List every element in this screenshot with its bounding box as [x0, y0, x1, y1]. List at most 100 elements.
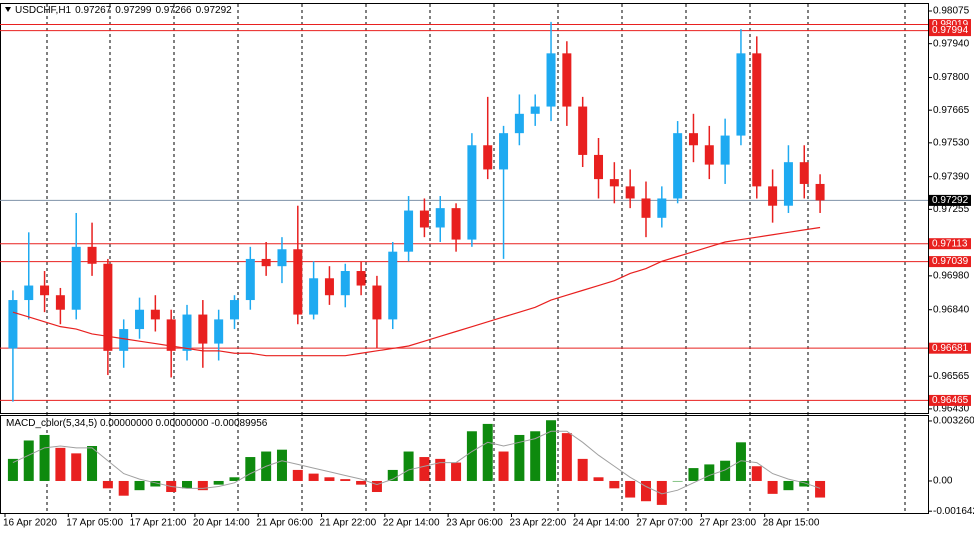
candle-body [609, 179, 619, 187]
candle-body [293, 249, 303, 315]
main-panel-border [0, 3, 929, 414]
x-tick-label: 21 Apr 06:00 [256, 518, 313, 529]
header-value: 0.97267 [75, 5, 112, 16]
x-tick-label: 28 Apr 15:00 [763, 518, 820, 529]
x-tick-label: 27 Apr 23:00 [699, 518, 756, 529]
candle-body [483, 145, 493, 170]
macd-bar [7, 458, 18, 481]
macd-header: MACD_color(5,34,5) 0.00000000 0.00000000… [6, 418, 268, 429]
macd-bar [87, 446, 98, 481]
candle-body [451, 208, 461, 240]
macd-bar [514, 434, 525, 481]
symbol: USDCHF,H1 [15, 5, 72, 16]
x-tick-label: 21 Apr 22:00 [320, 518, 377, 529]
candle-body [546, 53, 556, 107]
level-label-box [929, 394, 971, 406]
macd-bar [735, 442, 746, 481]
candle-body [641, 198, 651, 218]
macd-bar [308, 473, 319, 481]
macd-bar [625, 480, 636, 498]
x-tick-label: 27 Apr 07:00 [636, 518, 693, 529]
macd-bar [815, 480, 826, 498]
candle-body [87, 246, 97, 264]
header-value: 0.97266 [155, 5, 192, 16]
y-tick-label: 0.96430 [933, 404, 970, 415]
indicator-values: 0.00000000 0.00000000 -0.00089956 [100, 418, 268, 429]
candle-body [277, 249, 287, 267]
candle-body [119, 329, 129, 351]
candle-body [768, 186, 778, 206]
candle-body [594, 154, 604, 180]
candle-body [815, 183, 825, 201]
macd-bar [340, 479, 351, 481]
macd-bar [799, 480, 810, 487]
candle-body [657, 198, 667, 218]
candle-body [372, 285, 382, 320]
candle-body [356, 271, 366, 286]
y-tick-label: 0.00 [933, 476, 953, 487]
macd-bar [593, 477, 604, 481]
chart-header: USDCHF,H1 0.97267 0.97299 0.97266 0.97292 [15, 5, 232, 16]
macd-bar [403, 451, 414, 481]
candle-body [40, 285, 50, 296]
y-tick-label: 0.96565 [933, 371, 970, 382]
macd-bar [419, 457, 430, 481]
candle-body [404, 210, 414, 252]
candle-body [71, 246, 81, 310]
level-label-box [929, 19, 971, 31]
level-label: 0.96465 [932, 395, 969, 406]
level-label: 0.97039 [932, 256, 969, 267]
candle-body [783, 162, 793, 206]
macd-bar [609, 480, 620, 489]
candle-body [688, 133, 698, 146]
level-label: 0.96681 [932, 343, 969, 354]
menu-triangle[interactable] [5, 7, 11, 12]
candle-body [309, 278, 319, 315]
level-label: 0.98019 [932, 19, 969, 30]
macd-bar [451, 462, 462, 481]
candle-body [198, 314, 208, 344]
macd-bar [640, 480, 651, 502]
macd-bar [292, 469, 303, 481]
macd-bar [577, 458, 588, 481]
y-tick-label: 0.97665 [933, 105, 970, 116]
macd-bar [704, 464, 715, 481]
macd-bar [71, 453, 82, 481]
macd-bar [150, 480, 161, 487]
candle-body [261, 258, 271, 267]
macd-bar [546, 420, 557, 481]
x-tick-label: 24 Apr 14:00 [573, 518, 630, 529]
macd-bar [23, 440, 34, 481]
candle-body [704, 145, 714, 165]
macd-bar [720, 460, 731, 481]
y-tick-label: 0.97530 [933, 137, 970, 148]
candle-body [324, 278, 334, 296]
x-tick-label: 17 Apr 21:00 [130, 518, 187, 529]
macd-bar [134, 480, 145, 491]
level-label-box [929, 342, 971, 354]
candle-body [24, 285, 34, 301]
macd-panel-border [0, 415, 929, 514]
candle-body [166, 319, 176, 351]
candle-body [103, 263, 113, 351]
y-tick-label: 0.96980 [933, 271, 970, 282]
macd-bar [39, 434, 50, 481]
x-tick-label: 20 Apr 14:00 [193, 518, 250, 529]
macd-bar [688, 468, 699, 481]
candle-body [720, 135, 730, 165]
signal-line [12, 430, 821, 495]
candle-body [214, 319, 224, 344]
macd-bar [213, 480, 224, 485]
current-price-box [929, 194, 971, 206]
candle-body [8, 300, 18, 349]
macd-bar [197, 480, 208, 491]
level-label: 0.97113 [932, 238, 968, 249]
x-tick-label: 17 Apr 05:00 [66, 518, 123, 529]
candle-body [150, 309, 160, 320]
y-tick-label: 0.97940 [933, 38, 970, 49]
y-tick-label: 0.98075 [933, 6, 970, 17]
macd-bar [751, 466, 762, 481]
candle-body [562, 53, 572, 107]
candle-body [135, 309, 145, 330]
